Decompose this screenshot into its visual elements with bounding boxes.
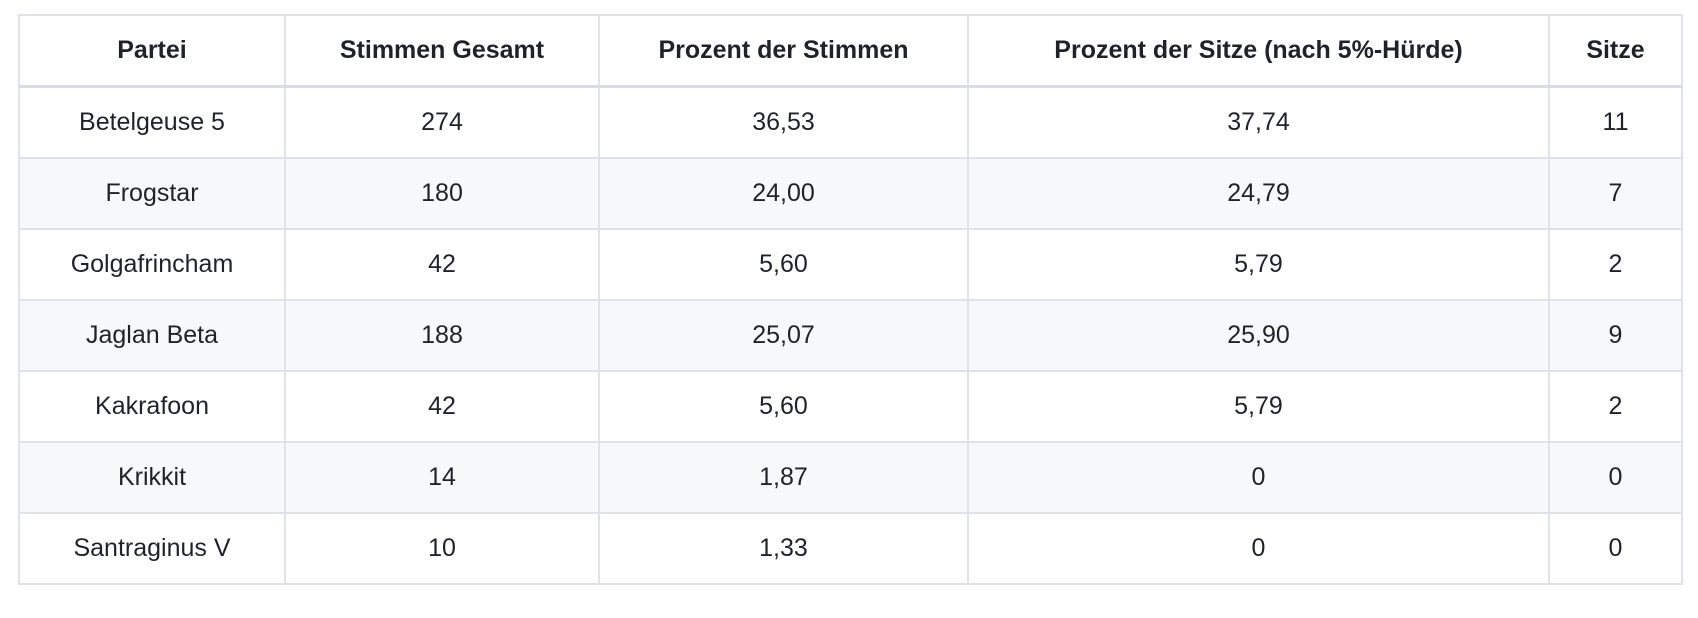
table-row-jaglan-beta: Jaglan Beta 188 25,07 25,90 9 <box>18 299 1683 372</box>
cell-sitze: 7 <box>1548 157 1683 230</box>
cell-stimmen-gesamt: 180 <box>284 157 600 230</box>
cell-prozent-der-sitze: 5,79 <box>967 228 1550 301</box>
header-prozent-der-sitze: Prozent der Sitze (nach 5%-Hürde) <box>967 14 1550 88</box>
cell-stimmen-gesamt: 274 <box>284 85 600 159</box>
table-row-krikkit: Krikkit 14 1,87 0 0 <box>18 441 1683 514</box>
header-row: Partei Stimmen Gesamt Prozent der Stimme… <box>18 14 1683 88</box>
election-results-table: Partei Stimmen Gesamt Prozent der Stimme… <box>18 14 1683 585</box>
cell-prozent-der-stimmen: 1,87 <box>598 441 969 514</box>
cell-prozent-der-stimmen: 1,33 <box>598 512 969 585</box>
cell-stimmen-gesamt: 10 <box>284 512 600 585</box>
cell-sitze: 2 <box>1548 370 1683 443</box>
cell-prozent-der-sitze: 5,79 <box>967 370 1550 443</box>
table-row-kakrafoon: Kakrafoon 42 5,60 5,79 2 <box>18 370 1683 443</box>
table-row-santraginus-v: Santraginus V 10 1,33 0 0 <box>18 512 1683 585</box>
cell-partei: Kakrafoon <box>18 370 286 443</box>
table-row-frogstar: Frogstar 180 24,00 24,79 7 <box>18 157 1683 230</box>
cell-sitze: 2 <box>1548 228 1683 301</box>
cell-prozent-der-sitze: 0 <box>967 441 1550 514</box>
cell-prozent-der-sitze: 37,74 <box>967 85 1550 159</box>
cell-prozent-der-sitze: 24,79 <box>967 157 1550 230</box>
cell-partei: Betelgeuse 5 <box>18 85 286 159</box>
header-stimmen-gesamt: Stimmen Gesamt <box>284 14 600 88</box>
header-prozent-der-stimmen: Prozent der Stimmen <box>598 14 969 88</box>
cell-prozent-der-stimmen: 5,60 <box>598 370 969 443</box>
cell-partei: Frogstar <box>18 157 286 230</box>
table-row-betelgeuse-5: Betelgeuse 5 274 36,53 37,74 11 <box>18 85 1683 159</box>
cell-sitze: 0 <box>1548 512 1683 585</box>
cell-prozent-der-stimmen: 24,00 <box>598 157 969 230</box>
cell-prozent-der-stimmen: 25,07 <box>598 299 969 372</box>
header-sitze: Sitze <box>1548 14 1683 88</box>
cell-sitze: 0 <box>1548 441 1683 514</box>
table-row-golgafrincham: Golgafrincham 42 5,60 5,79 2 <box>18 228 1683 301</box>
cell-stimmen-gesamt: 42 <box>284 370 600 443</box>
header-partei: Partei <box>18 14 286 88</box>
cell-prozent-der-stimmen: 36,53 <box>598 85 969 159</box>
cell-prozent-der-sitze: 0 <box>967 512 1550 585</box>
cell-prozent-der-stimmen: 5,60 <box>598 228 969 301</box>
cell-sitze: 11 <box>1548 85 1683 159</box>
cell-stimmen-gesamt: 14 <box>284 441 600 514</box>
cell-prozent-der-sitze: 25,90 <box>967 299 1550 372</box>
cell-partei: Jaglan Beta <box>18 299 286 372</box>
cell-sitze: 9 <box>1548 299 1683 372</box>
cell-partei: Santraginus V <box>18 512 286 585</box>
cell-stimmen-gesamt: 42 <box>284 228 600 301</box>
cell-partei: Krikkit <box>18 441 286 514</box>
cell-stimmen-gesamt: 188 <box>284 299 600 372</box>
cell-partei: Golgafrincham <box>18 228 286 301</box>
